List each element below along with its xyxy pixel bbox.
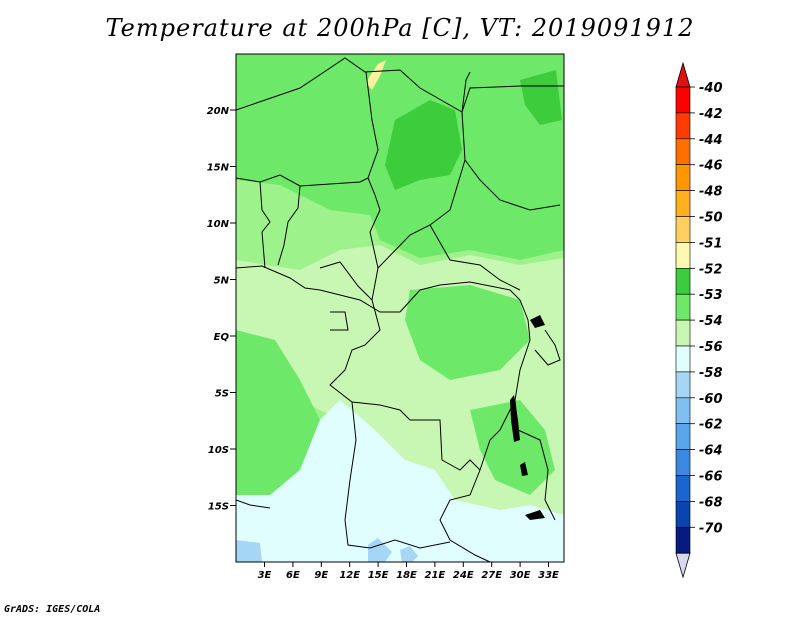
colorbar-swatch <box>675 475 691 502</box>
colorbar-swatch <box>675 319 691 347</box>
field-region-light-blue-3 <box>400 546 418 562</box>
lon-tick-label: 12E <box>339 570 360 581</box>
colorbar-label: -42 <box>699 107 723 122</box>
colorbar-swatch <box>675 216 691 243</box>
colorbar-label: -66 <box>699 470 723 485</box>
colorbar-label: -60 <box>699 392 723 407</box>
colorbar-label: -46 <box>699 159 723 174</box>
field-region-light-green-west <box>236 180 380 270</box>
lat-tick-label: 15S <box>208 502 229 513</box>
colorbar-bottom-arrow <box>675 552 691 579</box>
colorbar-label: -54 <box>699 314 723 329</box>
colorbar-label: -51 <box>699 236 723 251</box>
field-region-green-center <box>405 285 530 380</box>
colorbar-label: -40 <box>699 81 723 96</box>
lon-tick-label: 9E <box>314 570 328 581</box>
field-region-dark-green-1 <box>385 100 462 190</box>
colorbar-label: -68 <box>699 495 723 510</box>
colorbar-swatch <box>675 293 691 321</box>
lon-tick-label: 21E <box>425 570 446 581</box>
field-region-green-southeast <box>470 400 555 495</box>
colorbar-swatch <box>675 267 691 295</box>
lat-tick-label: 10N <box>207 219 230 230</box>
lon-tick-label: 18E <box>396 570 417 581</box>
colorbar-swatch <box>675 86 691 114</box>
colorbar-swatch <box>675 526 691 554</box>
grads-credit: GrADS: IGES/COLA <box>4 604 101 615</box>
field-region-pale-cyan-south <box>236 400 564 562</box>
colorbar-label: -70 <box>699 521 723 536</box>
lat-tick-label: 10S <box>208 445 229 456</box>
map-title: Temperature at 200hPa [C], VT: 201909191… <box>105 14 695 42</box>
lon-tick-label: 33E <box>538 570 559 581</box>
colorbar-top-arrow <box>675 61 691 88</box>
colorbar-swatch <box>675 501 691 528</box>
country-borders <box>236 57 564 562</box>
field-region-light-blue-2 <box>368 538 392 562</box>
colorbar-swatch <box>675 397 691 424</box>
field-region-dark-green-2 <box>520 70 562 125</box>
colorbar-label: -62 <box>699 418 723 433</box>
map-frame <box>235 53 565 563</box>
colorbar-swatch <box>675 371 691 399</box>
colorbar-label: -44 <box>699 133 723 148</box>
longitude-axis: 3E 6E 9E 12E 15E 18E 21E 24E 27E 30E 33E <box>258 562 559 581</box>
colorbar-label: -56 <box>699 340 723 355</box>
colorbar-swatch <box>675 190 691 217</box>
lat-tick-label: 15N <box>207 163 230 174</box>
lon-tick-label: 27E <box>481 570 502 581</box>
lakes <box>510 315 545 520</box>
colorbar-swatch <box>675 112 691 140</box>
lat-tick-label: 20N <box>207 106 230 117</box>
lat-tick-label: EQ <box>214 332 230 343</box>
lon-tick-label: 30E <box>510 570 531 581</box>
colorbar-swatch <box>675 242 691 269</box>
lon-tick-label: 6E <box>286 570 300 581</box>
lat-tick-label: 5N <box>214 276 230 287</box>
colorbar-label: -58 <box>699 366 723 381</box>
colorbar-label: -52 <box>699 262 723 277</box>
colorbar-label: -50 <box>699 211 723 226</box>
field-region-light-blue-1 <box>236 540 262 562</box>
colorbar-swatch <box>675 164 691 191</box>
colorbar-swatch <box>675 138 691 166</box>
colorbar-label: -64 <box>699 444 723 459</box>
colorbar-label: -48 <box>699 185 723 200</box>
latitude-axis: 20N 15N 10N 5N EQ 5S 10S 15S <box>207 106 236 513</box>
colorbar: -40 -42 -44 -46 -48 -50 -51 -52 -53 -54 -56 -58 -60 -… <box>675 61 723 579</box>
colorbar-swatch <box>675 423 691 450</box>
lon-tick-label: 3E <box>258 570 272 581</box>
colorbar-swatch <box>675 449 691 476</box>
lon-tick-label: 15E <box>368 570 389 581</box>
field-region-pale-yellow <box>366 60 386 90</box>
lon-tick-label: 24E <box>453 570 474 581</box>
lat-tick-label: 5S <box>215 389 229 400</box>
temperature-field <box>236 54 564 562</box>
colorbar-label: -53 <box>699 288 723 303</box>
field-region-green-southwest <box>236 330 320 500</box>
colorbar-swatch <box>675 345 691 373</box>
